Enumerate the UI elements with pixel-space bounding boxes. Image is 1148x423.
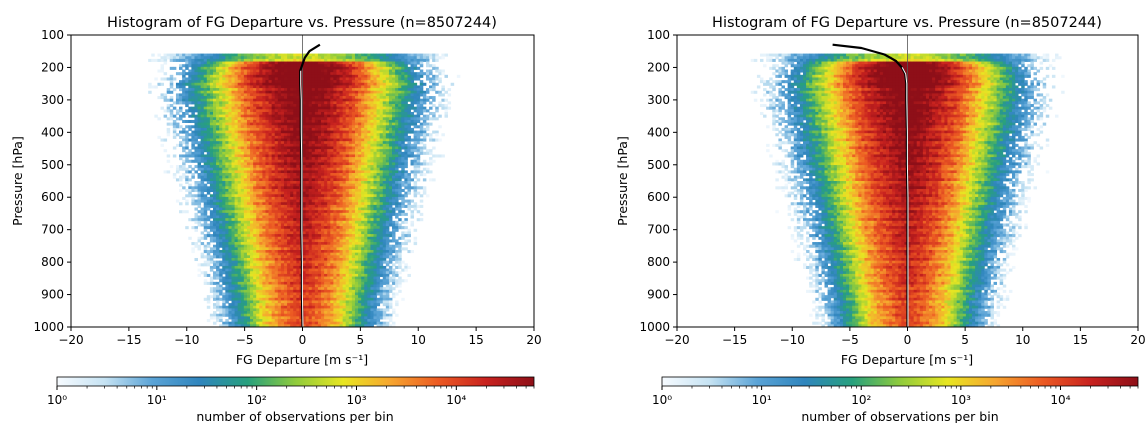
colorbar-tick-label: 10³ bbox=[346, 393, 366, 407]
y-tick-label: 800 bbox=[41, 255, 64, 269]
x-tick-label: 0 bbox=[904, 333, 912, 347]
y-tick-label: 400 bbox=[647, 125, 670, 139]
colorbar-label: number of observations per bin bbox=[801, 409, 998, 423]
y-tick-label: 400 bbox=[41, 125, 64, 139]
y-tick-label: 600 bbox=[647, 190, 670, 204]
x-tick-label: 15 bbox=[1073, 333, 1088, 347]
chart-title: Histogram of FG Departure vs. Pressure (… bbox=[107, 15, 497, 31]
y-tick-label: 300 bbox=[647, 93, 670, 107]
colorbar-tick-label: 10⁰ bbox=[47, 393, 67, 407]
colorbar-bar bbox=[661, 376, 1139, 387]
colorbar: 10⁰ 10¹ 10² 10³ 10⁴ number of observations p… bbox=[652, 376, 1139, 423]
y-tick-label: 100 bbox=[647, 28, 670, 42]
histogram-cells bbox=[750, 53, 1065, 328]
x-axis-label: FG Departure [m s⁻¹] bbox=[236, 352, 368, 367]
x-tick-label: −15 bbox=[116, 333, 141, 347]
colorbar-tick-label: 10¹ bbox=[147, 393, 167, 407]
y-tick-label: 500 bbox=[41, 158, 64, 172]
colorbar-ticks: 10⁰ 10¹ 10² 10³ 10⁴ bbox=[47, 386, 535, 407]
x-tick-label: −20 bbox=[664, 333, 689, 347]
heatmap-area bbox=[70, 34, 535, 328]
chart-title: Histogram of FG Departure vs. Pressure (… bbox=[712, 15, 1102, 31]
x-tick-label: −10 bbox=[780, 333, 805, 347]
y-tick-label: 1000 bbox=[33, 320, 64, 334]
colorbar-tick-label: 10² bbox=[247, 393, 267, 407]
x-tick-label: 5 bbox=[357, 333, 365, 347]
y-tick-label: 900 bbox=[41, 288, 64, 302]
x-tick-label: 20 bbox=[1130, 333, 1145, 347]
x-tick-label: 5 bbox=[961, 333, 969, 347]
y-tick-label: 1000 bbox=[639, 320, 670, 334]
y-tick-label: 200 bbox=[41, 60, 64, 74]
x-tick-label: −5 bbox=[841, 333, 859, 347]
y-axis-ticks: 100 200 300 400 500 600 700 800 900 1000 bbox=[33, 28, 71, 334]
y-tick-label: 800 bbox=[647, 255, 670, 269]
colorbar-tick-label: 10⁰ bbox=[652, 393, 672, 407]
x-axis-label: FG Departure [m s⁻¹] bbox=[841, 352, 973, 367]
histogram-cells bbox=[148, 53, 461, 328]
y-axis-label: Pressure [hPa] bbox=[615, 136, 630, 226]
y-tick-label: 700 bbox=[647, 223, 670, 237]
x-tick-label: 0 bbox=[299, 333, 307, 347]
y-tick-label: 600 bbox=[41, 190, 64, 204]
colorbar-bar bbox=[56, 376, 535, 387]
y-tick-label: 100 bbox=[41, 28, 64, 42]
y-tick-label: 900 bbox=[647, 288, 670, 302]
y-axis-label: Pressure [hPa] bbox=[10, 136, 25, 226]
colorbar: 10⁰ 10¹ 10² 10³ 10⁴ number of observations p… bbox=[47, 376, 535, 423]
colorbar-label: number of observations per bin bbox=[196, 409, 393, 423]
y-tick-label: 300 bbox=[41, 93, 64, 107]
colorbar-tick-label: 10⁴ bbox=[1050, 393, 1070, 407]
x-axis-ticks: −20 −15 −10 −5 0 5 10 15 20 bbox=[58, 327, 542, 347]
panel-left: Histogram of FG Departure vs. Pressure (… bbox=[10, 15, 542, 423]
colorbar-tick-label: 10² bbox=[851, 393, 871, 407]
y-tick-label: 200 bbox=[647, 60, 670, 74]
colorbar-tick-label: 10³ bbox=[951, 393, 971, 407]
heatmap-area bbox=[676, 34, 1139, 328]
median-departure-line bbox=[300, 70, 304, 328]
x-tick-label: 15 bbox=[468, 333, 483, 347]
colorbar-tick-label: 10⁴ bbox=[446, 393, 466, 407]
y-tick-label: 700 bbox=[41, 223, 64, 237]
x-tick-label: −20 bbox=[58, 333, 83, 347]
x-tick-label: −15 bbox=[722, 333, 747, 347]
panel-right: Histogram of FG Departure vs. Pressure (… bbox=[615, 15, 1146, 423]
colorbar-tick-label: 10¹ bbox=[752, 393, 772, 407]
median-departure-line bbox=[901, 67, 909, 327]
x-tick-label: 10 bbox=[411, 333, 426, 347]
x-tick-label: −10 bbox=[174, 333, 199, 347]
y-axis-ticks: 100 200 300 400 500 600 700 800 900 1000 bbox=[639, 28, 677, 334]
x-tick-label: 10 bbox=[1015, 333, 1030, 347]
y-tick-label: 500 bbox=[647, 158, 670, 172]
x-tick-label: −5 bbox=[236, 333, 254, 347]
colorbar-ticks: 10⁰ 10¹ 10² 10³ 10⁴ bbox=[652, 386, 1139, 407]
x-tick-label: 20 bbox=[526, 333, 541, 347]
x-axis-ticks: −20 −15 −10 −5 0 5 10 15 20 bbox=[664, 327, 1146, 347]
